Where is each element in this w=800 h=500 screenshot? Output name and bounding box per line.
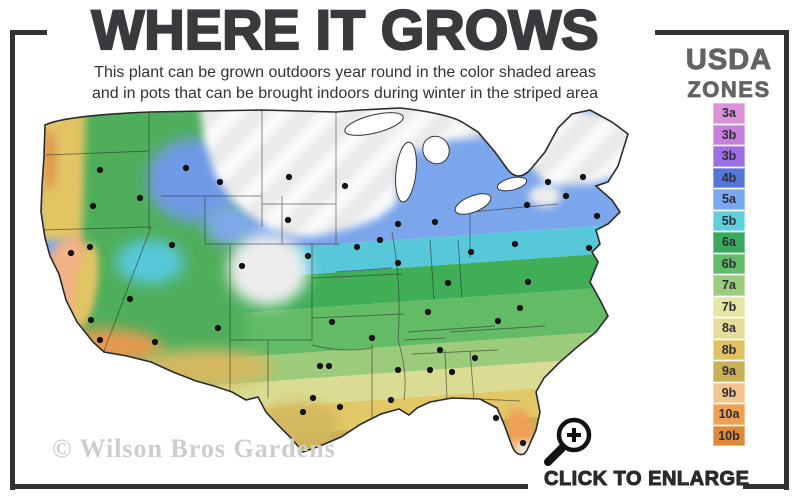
subtitle-line-1: This plant can be grown outdoors year ro… bbox=[94, 64, 596, 81]
page-title: WHERE IT GROWS bbox=[90, 0, 599, 61]
legend-zone-swatch: 9a bbox=[713, 361, 745, 382]
legend-zone-swatch: 10a bbox=[713, 404, 745, 425]
frame-bottom-left-segment bbox=[10, 484, 528, 489]
zone-legend: 3a 3b 3b 4b 5a 5b 6a 6b 7a 7b 8a 8b 9a 9b 10a 10b bbox=[713, 103, 745, 447]
us-outline bbox=[40, 107, 629, 456]
city-marker-dots bbox=[67, 164, 601, 447]
legend-zone-swatch: 5b bbox=[713, 210, 745, 231]
legend-zone-swatch: 10b bbox=[713, 425, 745, 446]
legend-title: USDA ZONES bbox=[660, 44, 798, 103]
legend-title-zones: ZONES bbox=[687, 77, 771, 103]
watermark: © Wilson Bros Gardens bbox=[52, 434, 336, 463]
frame-right-border bbox=[784, 30, 789, 490]
legend-zone-swatch: 6b bbox=[713, 253, 745, 274]
magnifier-plus-icon bbox=[544, 417, 592, 466]
legend-zone-swatch: 7a bbox=[713, 275, 745, 296]
legend-zone-swatch: 3b bbox=[713, 146, 745, 167]
legend-zone-swatch: 8a bbox=[713, 318, 745, 339]
click-to-enlarge-button[interactable]: CLICK TO ENLARGE bbox=[540, 412, 780, 491]
legend-zone-swatch: 5a bbox=[713, 189, 745, 210]
legend-zone-swatch: 3a bbox=[713, 103, 745, 124]
click-to-enlarge-label: CLICK TO ENLARGE bbox=[543, 468, 750, 491]
frame-left-border bbox=[10, 30, 15, 490]
subtitle: This plant can be grown outdoors year ro… bbox=[28, 62, 662, 104]
frame-top-right-segment bbox=[655, 30, 789, 35]
legend-zone-swatch: 8b bbox=[713, 339, 745, 360]
legend-zone-swatch: 6a bbox=[713, 232, 745, 253]
legend-title-usda: USDA bbox=[685, 44, 773, 77]
legend-zone-swatch: 7b bbox=[713, 296, 745, 317]
state-borders bbox=[41, 110, 559, 420]
subtitle-line-2: and in pots that can be brought indoors … bbox=[91, 85, 599, 103]
legend-zone-swatch: 4b bbox=[713, 167, 745, 188]
header: WHERE IT GROWS This plant can be grown o… bbox=[28, 0, 662, 104]
great-lakes bbox=[344, 112, 528, 215]
frame-top-left-segment bbox=[10, 30, 47, 35]
frame-bottom-right-segment bbox=[743, 484, 789, 489]
legend-zone-swatch: 3b bbox=[713, 124, 745, 145]
legend-zone-swatch: 9b bbox=[713, 382, 745, 403]
